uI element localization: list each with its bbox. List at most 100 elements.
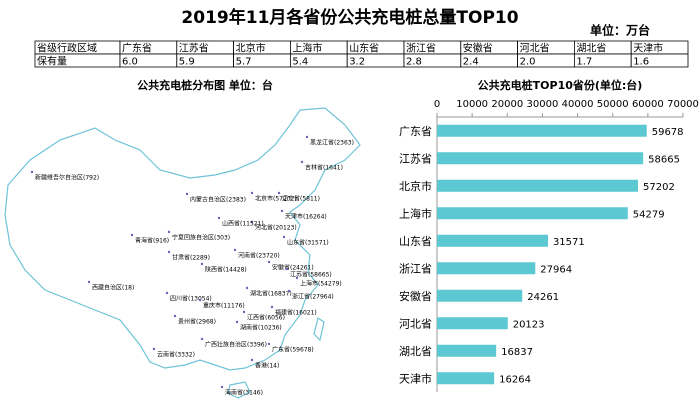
map-dot [173,314,177,318]
map-dot [130,233,134,237]
value-label: 59678 [652,127,684,138]
map-dot [270,305,274,309]
table-text: 浙江省 [406,42,436,55]
map-dot [167,250,171,254]
map-label: 甘肃省(2289) [172,254,210,262]
x-tick-label: 30000 [527,99,559,110]
x-tick-label: 0 [434,99,440,110]
y-tick-label: 广东省 [399,125,432,138]
map-dot [87,280,91,284]
taiwan-outline [313,317,325,342]
bar [437,289,523,302]
bar [437,234,548,247]
map-label: 海南省(3146) [225,389,263,397]
value-label-bg [496,372,531,385]
map-label: 重庆市(11176) [203,302,245,310]
y-tick-label: 江苏省 [399,152,432,165]
table-text: 2.0 [520,57,536,68]
map-dot [167,230,171,234]
map-dot [295,276,299,280]
table-text: 上海市 [292,42,322,55]
table-text: 6.0 [122,57,138,68]
map-dot [305,135,309,139]
value-label: 16264 [499,374,531,385]
map-dot [233,248,237,252]
bar [437,152,644,165]
table-text: 北京市 [236,42,266,55]
map-label: 辽宁省(5811) [282,195,320,203]
y-tick-label: 浙江省 [399,262,432,275]
map-dot [300,160,304,164]
map-dot [282,235,286,239]
map-label: 云南省(3332) [157,351,195,359]
table-text: 湖北省 [576,42,606,55]
map-label: 北京市(57202) [255,195,297,203]
map-label: 青海省(916) [135,237,169,245]
table-text: 省级行政区域 [37,42,97,55]
map-dot [245,286,249,290]
value-label: 27964 [540,264,572,275]
map-dot [267,342,271,346]
value-label: 57202 [643,182,675,193]
value-label: 54279 [633,209,665,220]
map-dot [287,289,291,293]
map-dot [30,170,34,174]
map-label: 新疆维吾尔自治区(792) [35,174,99,182]
y-tick-label: 山东省 [399,235,432,248]
map-label: 陕西省(14428) [205,266,247,274]
map-label: 河北省(20123) [255,224,297,232]
map-label: 河南省(23720) [238,252,280,260]
table-text: 安徽省 [463,42,493,55]
table-text: 广东省 [122,42,152,55]
map-dot [242,310,246,314]
value-label: 16837 [501,347,533,358]
value-label: 58665 [648,154,680,165]
map-dot [250,191,254,195]
value-label-bg [509,317,544,330]
map-label: 宁夏回族自治区(303) [172,234,230,242]
bar [437,179,639,192]
map-label: 山东省(31571) [287,239,329,247]
table-text: 5.4 [292,57,308,68]
value-label-bg [629,207,664,220]
bar [437,207,628,220]
value-label: 24261 [527,292,559,303]
map-label: 吉林省(1641) [305,164,343,172]
map-label: 湖南省(10236) [240,324,282,332]
y-tick-label: 河北省 [399,317,432,330]
map-dot [220,385,224,389]
unit-label: 单位：万台 [590,23,650,38]
value-label-bg [549,234,584,247]
table-text: 5.7 [236,57,252,68]
value-label: 20123 [513,319,545,330]
map-label: 天津市(16264) [285,213,327,221]
y-tick-label: 湖北省 [399,345,432,358]
table-text: 2.4 [463,57,479,68]
map-dot [250,358,254,362]
value-label-bg [537,262,572,275]
value-label-bg [524,289,559,302]
map-label: 山西省(11521) [222,220,264,228]
value-label-bg [645,152,680,165]
value-label-bg [498,344,533,357]
map-dot [198,298,202,302]
map-dot [165,291,169,295]
map-dot [200,262,204,266]
map-dot [200,337,204,341]
table-text: 1.6 [633,57,649,68]
value-label: 31571 [553,237,585,248]
table-text: 江苏省 [179,42,209,55]
table-text: 3.2 [349,57,365,68]
table-text: 天津市 [633,42,663,55]
map-dot [185,192,189,196]
map-label: 浙江省(27964) [292,293,334,301]
map-label: 湖北省(16837) [250,290,292,298]
map-label: 广东省(59678) [272,346,314,354]
page-title: 2019年11月各省份公共充电桩总量TOP10 [181,7,518,28]
table-text: 山东省 [349,42,379,55]
y-tick-label: 北京市 [399,179,432,193]
table-text: 保有量 [37,55,67,68]
map-label: 内蒙古自治区(2383) [190,196,246,204]
x-tick-label: 10000 [456,99,488,110]
